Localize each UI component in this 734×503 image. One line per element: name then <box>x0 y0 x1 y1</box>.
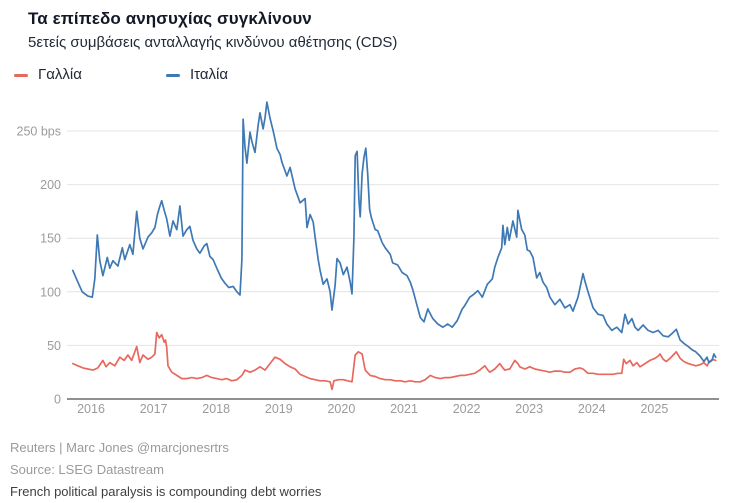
y-tick-label: 250 bps <box>17 125 61 139</box>
x-tick-label: 2023 <box>515 402 543 416</box>
cds-line-chart: 0 50 100 150 200 250 bps 2016 2017 2018 2019 2020 2… <box>17 101 719 416</box>
y-tick-label: 200 <box>40 178 61 192</box>
x-tick-label: 2022 <box>453 402 481 416</box>
legend-label-italy: Ιταλία <box>190 66 229 83</box>
x-tick-label: 2025 <box>640 402 668 416</box>
x-tick-label: 2018 <box>202 402 230 416</box>
chart-legend: Γαλλία Ιταλία <box>14 64 228 86</box>
y-tick-label: 150 <box>40 232 61 246</box>
x-tick-label: 2020 <box>327 402 355 416</box>
legend-dash-italy-icon <box>166 73 180 77</box>
legend-item-france: Γαλλία <box>14 64 166 86</box>
legend-dash-france-icon <box>14 73 28 77</box>
x-tick-label: 2016 <box>77 402 105 416</box>
series-line-france <box>71 331 717 391</box>
note-line: French political paralysis is compoundin… <box>10 484 322 499</box>
chart-subtitle: 5ετείς συμβάσεις ανταλλαγής κινδύνου αθέ… <box>28 34 398 51</box>
series-line-italy <box>71 101 717 364</box>
x-tick-label: 2017 <box>140 402 168 416</box>
source-line: Source: LSEG Datastream <box>10 462 164 477</box>
legend-label-france: Γαλλία <box>38 66 82 83</box>
credit-line: Reuters | Marc Jones @marcjonesrtrs <box>10 440 229 455</box>
y-tick-label: 100 <box>40 285 61 299</box>
chart-footer: Reuters | Marc Jones @marcjonesrtrs Sour… <box>10 437 321 503</box>
y-tick-label: 0 <box>54 393 61 407</box>
legend-item-italy: Ιταλία <box>166 64 228 86</box>
y-tick-label: 50 <box>47 339 61 353</box>
x-tick-label: 2024 <box>578 402 606 416</box>
page-title: Τα επίπεδο ανησυχίας συγκλίνουν <box>28 9 312 28</box>
x-tick-label: 2019 <box>265 402 293 416</box>
x-tick-label: 2021 <box>390 402 418 416</box>
